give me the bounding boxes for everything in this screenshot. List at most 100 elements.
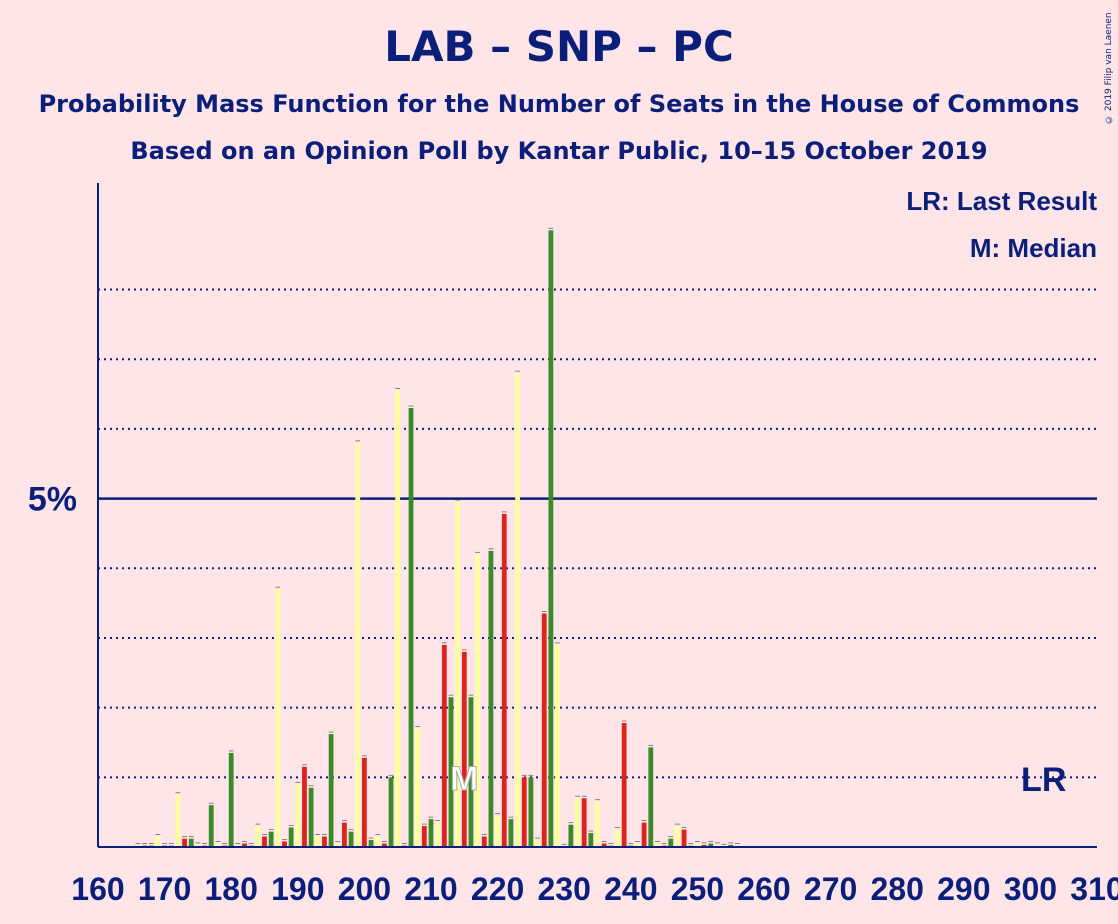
- chart-subtitle: Probability Mass Function for the Number…: [38, 90, 1080, 118]
- bar-yellow-253: [714, 844, 720, 847]
- bar-green-180: [228, 752, 234, 847]
- tick-labels: 5% 160 170 180 190 200 210 220 230 240 250 260 270 28…: [28, 481, 1118, 907]
- bar-red-227: [541, 613, 547, 847]
- bar-red-185: [262, 836, 267, 847]
- bar-green-186: [268, 831, 274, 847]
- bar-yellow-220: [495, 815, 500, 847]
- bar-yellow-223: [515, 373, 520, 847]
- bar-yellow-208: [415, 728, 421, 847]
- x-tick-label-270: 270: [804, 871, 857, 907]
- x-tick-label-290: 290: [937, 871, 990, 907]
- bar-red-173: [182, 838, 187, 847]
- bar-yellow-190: [295, 784, 301, 847]
- x-tick-label-230: 230: [538, 871, 591, 907]
- y-tick-label: 5%: [28, 481, 77, 519]
- x-tick-label-250: 250: [671, 871, 724, 907]
- bar-green-231: [568, 824, 574, 847]
- bar-green-174: [188, 838, 194, 847]
- bar-red-209: [421, 826, 427, 847]
- x-tick-label-170: 170: [138, 871, 191, 907]
- bar-green-246: [668, 838, 674, 847]
- bar-yellow-211: [435, 822, 441, 847]
- chart-title: LAB – SNP – PC: [384, 22, 734, 71]
- bar-red-212: [441, 644, 447, 847]
- bar-green-225: [528, 777, 534, 847]
- x-tick-label-210: 210: [404, 871, 457, 907]
- bar-red-233: [581, 798, 587, 847]
- bar-yellow-184: [255, 826, 261, 847]
- x-tick-label-200: 200: [338, 871, 391, 907]
- bar-green-252: [708, 843, 714, 847]
- bar-yellow-172: [175, 794, 181, 847]
- bar-yellow-169: [155, 836, 161, 847]
- bar-yellow-205: [395, 390, 401, 847]
- bar-yellow-202: [375, 836, 381, 847]
- bar-green-228: [548, 230, 554, 847]
- x-tick-label-260: 260: [737, 871, 790, 907]
- bar-yellow-232: [575, 798, 580, 847]
- bar-yellow-193: [315, 836, 321, 847]
- bar-green-243: [648, 747, 654, 847]
- bar-yellow-175: [195, 844, 201, 847]
- x-tick-label-240: 240: [604, 871, 657, 907]
- bar-yellow-250: [695, 843, 700, 847]
- bar-green-255: [728, 844, 734, 847]
- bar-red-236: [601, 843, 607, 847]
- bar-green-219: [488, 550, 494, 847]
- chart-source: Based on an Opinion Poll by Kantar Publi…: [130, 137, 988, 165]
- bar-red-215: [461, 651, 467, 847]
- bar-green-234: [588, 833, 594, 847]
- bar-green-195: [328, 734, 334, 847]
- bar-red-221: [501, 513, 507, 847]
- bar-green-177: [208, 805, 214, 847]
- x-tick-label-310: 310: [1070, 871, 1118, 907]
- bar-green-222: [508, 819, 514, 847]
- bar-green-192: [308, 787, 314, 847]
- x-tick-label-300: 300: [1004, 871, 1057, 907]
- x-tick-label-180: 180: [205, 871, 258, 907]
- bar-red-239: [621, 722, 627, 847]
- x-tick-label-280: 280: [871, 871, 924, 907]
- bar-red-224: [521, 777, 527, 847]
- bar-green-210: [428, 819, 434, 847]
- bar-yellow-238: [615, 829, 620, 847]
- bar-red-188: [282, 841, 287, 847]
- x-tick-label-190: 190: [271, 871, 324, 907]
- bar-yellow-217: [475, 554, 481, 847]
- bar-red-251: [701, 844, 707, 847]
- bar-green-204: [388, 777, 394, 847]
- bar-red-191: [302, 766, 307, 847]
- bar-green-201: [368, 840, 374, 847]
- bar-yellow-187: [275, 589, 281, 847]
- bar-yellow-244: [655, 843, 660, 847]
- gridlines: [98, 288, 1097, 779]
- bar-yellow-214: [455, 502, 461, 847]
- median-marker: M: [450, 760, 478, 798]
- axes: [97, 183, 1097, 848]
- bar-red-182: [242, 843, 247, 847]
- bar-yellow-196: [335, 843, 341, 847]
- bar-red-248: [681, 829, 687, 847]
- bar-red-242: [641, 822, 647, 847]
- bar-green-198: [348, 831, 354, 847]
- last-result-marker: LR: [1021, 761, 1066, 799]
- bar-yellow-199: [355, 442, 361, 847]
- bar-yellow-226: [535, 840, 540, 847]
- bars: [135, 227, 740, 847]
- bar-green-207: [408, 407, 414, 847]
- bar-green-189: [288, 827, 294, 847]
- legend-last-result: LR: Last Result: [906, 186, 1097, 216]
- x-tick-label-220: 220: [471, 871, 524, 907]
- bar-yellow-247: [675, 826, 680, 847]
- bar-red-194: [322, 836, 327, 847]
- bar-green-213: [448, 697, 454, 847]
- bar-yellow-241: [635, 843, 640, 847]
- bar-yellow-229: [555, 644, 560, 847]
- bar-red-197: [342, 822, 347, 847]
- bar-green-216: [468, 697, 474, 847]
- bar-red-203: [381, 843, 387, 847]
- bar-red-200: [362, 757, 367, 847]
- bar-yellow-178: [215, 843, 221, 847]
- bar-red-218: [481, 836, 487, 847]
